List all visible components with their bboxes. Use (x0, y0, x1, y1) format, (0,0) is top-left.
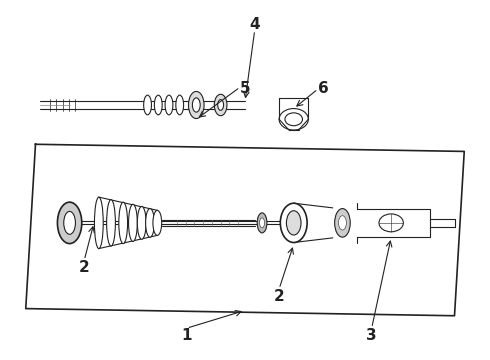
Ellipse shape (144, 95, 151, 115)
Ellipse shape (128, 204, 137, 242)
Ellipse shape (288, 213, 299, 233)
Text: 1: 1 (181, 328, 192, 343)
Ellipse shape (335, 208, 350, 237)
Ellipse shape (57, 202, 82, 244)
Text: 2: 2 (274, 289, 285, 303)
Ellipse shape (137, 206, 146, 239)
Ellipse shape (165, 95, 173, 115)
Ellipse shape (260, 218, 265, 228)
Ellipse shape (176, 95, 184, 115)
Ellipse shape (119, 202, 127, 244)
Text: 4: 4 (249, 17, 260, 32)
Ellipse shape (146, 208, 154, 237)
Ellipse shape (189, 91, 204, 118)
Ellipse shape (287, 211, 301, 235)
Ellipse shape (95, 197, 103, 249)
Ellipse shape (153, 210, 162, 235)
Ellipse shape (107, 200, 116, 246)
Ellipse shape (218, 100, 223, 111)
Ellipse shape (257, 213, 267, 233)
Text: 6: 6 (318, 81, 328, 96)
Ellipse shape (154, 95, 162, 115)
Ellipse shape (64, 211, 75, 234)
Ellipse shape (339, 216, 346, 230)
Ellipse shape (214, 94, 227, 116)
Text: 5: 5 (240, 81, 250, 96)
Text: 3: 3 (367, 328, 377, 343)
Ellipse shape (193, 98, 200, 112)
Text: 2: 2 (79, 260, 90, 275)
Ellipse shape (280, 203, 307, 243)
